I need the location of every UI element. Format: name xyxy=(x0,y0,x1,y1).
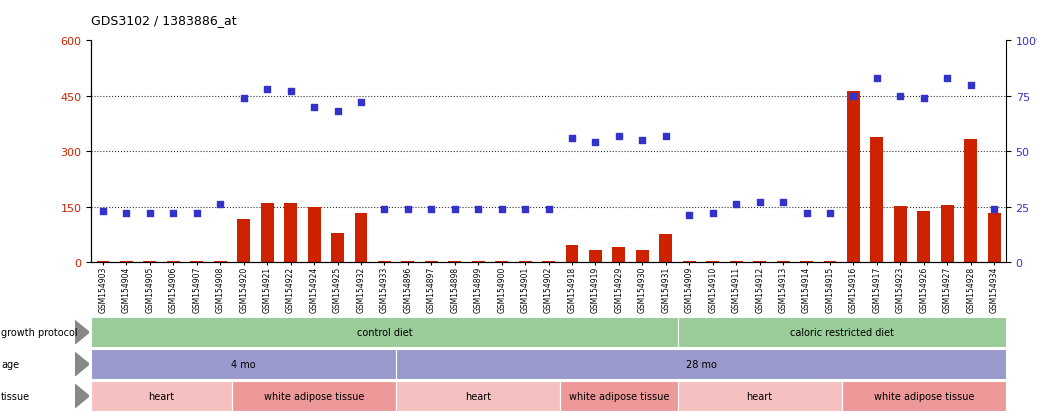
Bar xyxy=(613,247,625,262)
Bar xyxy=(167,261,179,262)
Text: 28 mo: 28 mo xyxy=(685,359,717,369)
Point xyxy=(962,82,979,89)
Text: control diet: control diet xyxy=(357,328,413,337)
Point xyxy=(423,206,440,213)
Bar xyxy=(870,138,884,262)
Polygon shape xyxy=(75,384,89,408)
Point xyxy=(681,213,698,219)
Bar xyxy=(918,211,930,262)
Point xyxy=(775,199,791,206)
Bar xyxy=(964,140,977,262)
Bar xyxy=(753,261,766,262)
Bar xyxy=(941,205,954,262)
Text: 4 mo: 4 mo xyxy=(231,359,256,369)
Point xyxy=(938,76,955,82)
Bar xyxy=(425,261,438,262)
Bar xyxy=(284,203,297,262)
Point xyxy=(869,76,886,82)
Point xyxy=(821,210,838,217)
Point xyxy=(235,95,252,102)
Point xyxy=(986,206,1003,213)
Bar xyxy=(801,261,813,262)
Point xyxy=(916,95,932,102)
Point xyxy=(494,206,510,213)
Bar xyxy=(518,261,532,262)
Point xyxy=(212,202,228,208)
Point xyxy=(165,210,181,217)
Point xyxy=(329,109,345,115)
Bar xyxy=(401,261,415,262)
Bar xyxy=(777,261,789,262)
Point xyxy=(399,206,416,213)
Bar xyxy=(96,261,110,262)
Point xyxy=(282,89,299,95)
Bar xyxy=(660,235,672,262)
Point xyxy=(306,104,323,111)
Polygon shape xyxy=(75,320,89,344)
Point xyxy=(564,135,581,142)
Text: caloric restricted diet: caloric restricted diet xyxy=(790,328,894,337)
Bar xyxy=(120,261,133,262)
Bar xyxy=(636,250,649,262)
Point xyxy=(540,206,557,213)
Bar xyxy=(260,203,274,262)
Point xyxy=(189,210,205,217)
Bar xyxy=(355,213,367,262)
Text: heart: heart xyxy=(148,391,174,401)
Bar xyxy=(706,261,720,262)
Bar xyxy=(589,250,601,262)
Point xyxy=(634,138,650,144)
Point xyxy=(353,100,369,107)
Text: age: age xyxy=(1,359,19,369)
Point xyxy=(611,133,627,140)
Bar xyxy=(214,261,227,262)
Bar xyxy=(847,92,860,262)
Text: white adipose tissue: white adipose tissue xyxy=(568,391,669,401)
Polygon shape xyxy=(75,352,89,376)
Point xyxy=(470,206,486,213)
Bar xyxy=(682,261,696,262)
Point xyxy=(845,93,862,100)
Point xyxy=(376,206,393,213)
Text: GDS3102 / 1383886_at: GDS3102 / 1383886_at xyxy=(91,14,236,27)
Point xyxy=(94,208,111,215)
Point xyxy=(259,87,276,93)
Text: white adipose tissue: white adipose tissue xyxy=(873,391,974,401)
Point xyxy=(752,199,768,206)
Bar xyxy=(331,233,344,262)
Point xyxy=(892,93,908,100)
Point xyxy=(516,206,533,213)
Bar xyxy=(542,261,555,262)
Bar xyxy=(377,261,391,262)
Bar xyxy=(987,213,1001,262)
Bar xyxy=(496,261,508,262)
Bar xyxy=(143,261,157,262)
Point xyxy=(142,210,159,217)
Bar xyxy=(894,206,906,262)
Bar xyxy=(823,261,837,262)
Bar xyxy=(308,208,320,262)
Text: growth protocol: growth protocol xyxy=(1,328,78,337)
Bar xyxy=(448,261,461,262)
Text: tissue: tissue xyxy=(1,391,30,401)
Text: heart: heart xyxy=(466,391,492,401)
Text: heart: heart xyxy=(747,391,773,401)
Point xyxy=(587,140,604,146)
Bar xyxy=(237,220,250,262)
Point xyxy=(447,206,464,213)
Bar xyxy=(191,261,203,262)
Bar xyxy=(730,261,742,262)
Bar xyxy=(565,246,579,262)
Point xyxy=(728,202,745,208)
Point xyxy=(798,210,815,217)
Point xyxy=(657,133,674,140)
Point xyxy=(118,210,135,217)
Text: white adipose tissue: white adipose tissue xyxy=(263,391,364,401)
Bar xyxy=(472,261,484,262)
Point xyxy=(704,210,721,217)
